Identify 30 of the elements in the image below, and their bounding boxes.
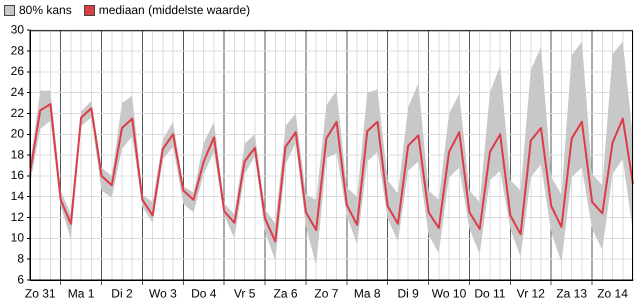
y-tick-label: 30 — [10, 22, 24, 37]
x-tick-label: Zo 7 — [314, 286, 339, 300]
x-tick-label: Za 13 — [556, 286, 588, 300]
x-tick-label: Vr 12 — [516, 286, 546, 300]
x-tick-label: Vr 5 — [234, 286, 256, 300]
x-tick-label: Zo 14 — [597, 286, 628, 300]
y-tick-label: 28 — [10, 43, 24, 58]
y-tick-label: 14 — [10, 189, 24, 204]
y-tick-label: 26 — [10, 64, 24, 78]
x-tick-label: Ma 8 — [354, 286, 381, 300]
x-tick-label: Do 4 — [191, 286, 217, 300]
x-tick-label: Di 9 — [397, 286, 420, 300]
y-tick-label: 20 — [10, 126, 24, 141]
x-tick-label: Do 11 — [474, 286, 506, 300]
y-tick-label: 22 — [10, 106, 24, 120]
x-tick-label: Ma 1 — [68, 286, 95, 300]
legend-label: mediaan (middelste waarde) — [98, 3, 250, 17]
x-tick-label: Wo 3 — [148, 286, 178, 300]
x-tick-label: Wo 10 — [432, 286, 467, 300]
y-tick-label: 10 — [10, 230, 24, 245]
x-tick-label: Zo 31 — [24, 286, 56, 300]
text: 80% kans — [19, 3, 72, 17]
x-tick-label: Za 6 — [274, 286, 298, 300]
x-tick-label: Di 2 — [111, 286, 133, 300]
y-tick-label: 16 — [10, 168, 24, 182]
y-tick-label: 12 — [10, 210, 24, 224]
y-tick-label: 24 — [10, 84, 24, 99]
y-tick-label: 6 — [17, 272, 24, 286]
y-tick-label: 8 — [17, 251, 24, 266]
y-tick-label: 18 — [10, 147, 24, 162]
